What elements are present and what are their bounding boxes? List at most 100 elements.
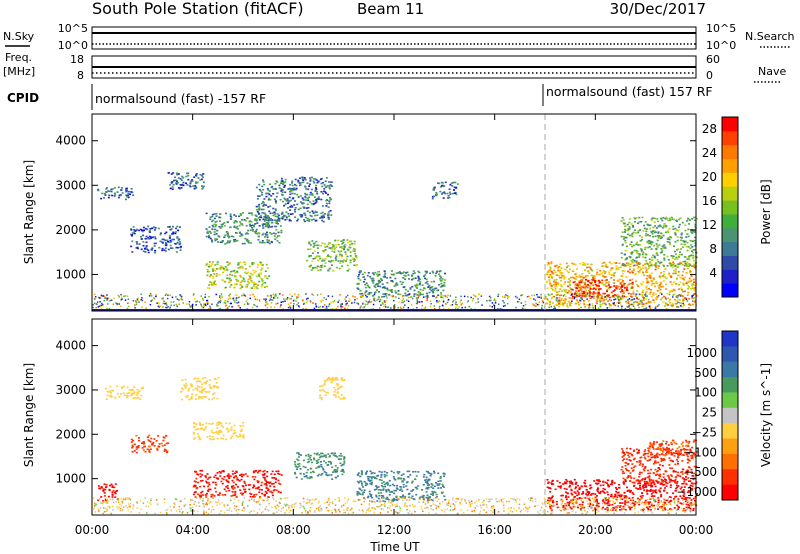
power-nearrange-cell <box>445 295 447 298</box>
power-nearrange-cell <box>407 296 410 299</box>
vel-echo-cell <box>382 481 385 483</box>
power-echo-cell <box>323 259 326 262</box>
power-echo-cell <box>636 290 639 292</box>
power-echo-cell <box>683 279 686 281</box>
power-nearrange-cell <box>297 294 300 296</box>
power-echo-cell <box>306 193 309 196</box>
power-nearrange-cell <box>400 301 403 304</box>
vel-echo-cell <box>155 440 158 442</box>
power-nearrange-cell <box>379 298 381 300</box>
power-ylabel: Slant Range [km] <box>22 160 36 264</box>
power-echo-cell <box>312 218 315 221</box>
power-echo-cell <box>576 284 579 287</box>
power-echo-cell <box>358 271 361 273</box>
power-echo-cell <box>334 257 337 259</box>
power-echo-cell <box>668 243 671 245</box>
power-echo-cell <box>682 240 685 242</box>
power-echo-cell <box>319 178 322 181</box>
power-echo-cell <box>650 243 653 246</box>
power-nearrange-cell <box>472 297 474 300</box>
power-nearrange-cell <box>357 303 360 305</box>
power-echo-cell <box>218 274 221 276</box>
power-echo-cell <box>262 201 265 203</box>
vel-echo-cell <box>257 480 260 483</box>
power-nearrange-cell <box>296 297 298 299</box>
vel-echo-cell <box>444 498 447 501</box>
power-nearrange-cell <box>287 306 290 309</box>
power-echo-cell <box>639 229 642 231</box>
power-echo-cell <box>320 244 323 247</box>
power-nearrange-cell <box>294 293 296 295</box>
power-nearrange-cell <box>314 303 317 305</box>
freq-panel: Freq. [MHz] 18 8 60 0 Nave <box>3 51 786 83</box>
power-echo-cell <box>212 277 215 279</box>
power-echo-cell <box>602 300 605 302</box>
power-nearrange-cell <box>289 307 292 309</box>
vel-echo-cell <box>332 379 335 381</box>
power-echo-cell <box>261 185 264 188</box>
power-echo-cell <box>656 296 659 298</box>
power-echo-cell <box>649 274 652 277</box>
power-nearrange-cell <box>271 299 274 301</box>
power-echo-cell <box>201 185 203 187</box>
power-echo-cell <box>562 299 565 302</box>
power-echo-cell <box>662 285 665 288</box>
power-echo-cell <box>685 265 688 267</box>
power-nearrange-cell <box>646 302 648 305</box>
vel-echo-cell <box>371 482 374 484</box>
power-echo-cell <box>545 280 548 283</box>
power-echo-cell <box>622 236 625 238</box>
power-echo-cell <box>559 288 562 290</box>
vel-echo-cell <box>199 480 202 482</box>
power-echo-cell <box>592 297 595 299</box>
power-nearrange-cell <box>536 293 538 296</box>
power-echo-cell <box>624 225 627 227</box>
power-echo-cell <box>679 293 682 296</box>
vel-echo-cell <box>402 494 405 497</box>
power-echo-cell <box>240 214 242 216</box>
power-echo-cell <box>435 272 438 275</box>
power-echo-cell <box>258 208 260 210</box>
power-nearrange-cell <box>263 298 265 300</box>
vel-echo-cell <box>341 468 344 471</box>
power-nearrange-cell <box>288 297 290 299</box>
power-nearrange-cell <box>456 304 458 306</box>
power-echo-cell <box>694 236 697 239</box>
vel-echo-cell <box>324 381 327 383</box>
power-echo-cell <box>433 195 435 198</box>
power-echo-cell <box>566 305 569 307</box>
power-echo-cell <box>615 268 618 271</box>
power-echo-cell <box>213 273 216 275</box>
vel-echo-cell <box>373 476 375 478</box>
power-echo-cell <box>694 264 696 267</box>
power-echo-cell <box>309 191 312 194</box>
power-echo-cell <box>636 252 638 254</box>
power-echo-cell <box>312 200 315 202</box>
power-echo-cell <box>581 275 584 278</box>
power-echo-cell <box>426 292 428 295</box>
power-nearrange-cell <box>644 294 646 296</box>
vel-echo-cell <box>326 379 329 381</box>
power-echo-cell <box>258 225 261 227</box>
power-echo-cell <box>333 248 336 251</box>
power-nearrange-cell <box>682 305 684 308</box>
power-echo-cell <box>237 267 240 269</box>
power-echo-cell <box>219 268 222 270</box>
vel-echo-cell <box>277 491 280 493</box>
power-echo-cell <box>621 243 624 246</box>
power-echo-cell <box>399 293 402 296</box>
power-nearrange-cell <box>101 305 104 307</box>
power-echo-cell <box>648 265 651 267</box>
vel-echo-cell <box>371 496 373 499</box>
power-echo-cell <box>271 241 273 244</box>
power-nearrange-cell <box>165 302 167 305</box>
vel-echo-cell <box>374 477 376 479</box>
vel-echo-cell <box>197 378 200 380</box>
power-echo-cell <box>567 281 570 283</box>
power-echo-cell <box>316 247 319 249</box>
power-echo-cell <box>556 304 559 306</box>
power-echo-cell <box>549 300 552 303</box>
power-nearrange-cell <box>633 298 636 300</box>
power-echo-cell <box>302 202 305 204</box>
power-echo-cell <box>356 283 359 285</box>
